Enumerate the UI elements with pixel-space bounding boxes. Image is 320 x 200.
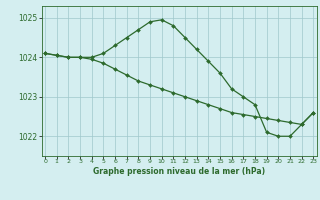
X-axis label: Graphe pression niveau de la mer (hPa): Graphe pression niveau de la mer (hPa) [93,167,265,176]
